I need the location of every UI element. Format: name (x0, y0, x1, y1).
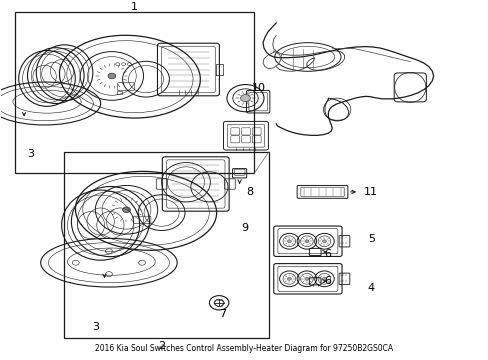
Text: 6: 6 (323, 276, 330, 286)
Text: 3: 3 (92, 322, 99, 332)
Text: 2: 2 (158, 341, 165, 351)
Text: 2016 Kia Soul Switches Control Assembly-Heater Diagram for 97250B2GS0CA: 2016 Kia Soul Switches Control Assembly-… (95, 344, 393, 353)
Ellipse shape (122, 207, 130, 213)
Ellipse shape (287, 277, 291, 280)
Text: 3: 3 (27, 149, 34, 159)
Text: 10: 10 (252, 83, 265, 93)
Text: 11: 11 (364, 187, 378, 197)
Ellipse shape (305, 240, 308, 243)
Ellipse shape (322, 277, 326, 280)
Text: 1: 1 (131, 2, 138, 12)
Text: 5: 5 (367, 234, 374, 244)
Text: 6: 6 (323, 249, 330, 259)
Ellipse shape (287, 240, 291, 243)
Ellipse shape (240, 95, 250, 102)
Ellipse shape (322, 240, 326, 243)
Text: 9: 9 (241, 222, 247, 233)
Text: 7: 7 (219, 309, 225, 319)
Text: 8: 8 (245, 187, 252, 197)
Ellipse shape (108, 73, 116, 79)
Bar (64, 152, 268, 338)
Text: 4: 4 (367, 283, 374, 293)
Ellipse shape (305, 277, 308, 280)
Bar (15, 12, 254, 173)
